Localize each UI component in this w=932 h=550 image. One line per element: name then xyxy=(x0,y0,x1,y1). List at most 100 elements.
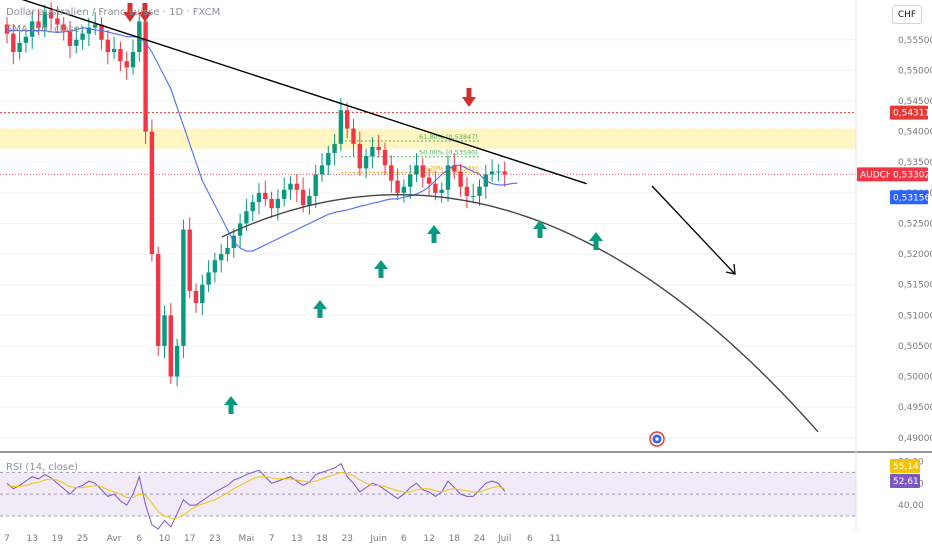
candle-body xyxy=(74,39,79,46)
price-tag-bg xyxy=(890,167,928,182)
candle-body xyxy=(458,171,463,187)
rsi-level-lines xyxy=(0,471,856,517)
time-tick-label: 18 xyxy=(449,534,461,544)
candle-body xyxy=(263,192,268,199)
candle-body xyxy=(174,345,180,377)
candle-body xyxy=(111,48,117,53)
price-tick-label: 0,54000 xyxy=(898,128,932,138)
currency-selector[interactable]: CHF xyxy=(892,5,922,24)
candle-body xyxy=(326,153,331,166)
candle-body xyxy=(389,165,394,181)
candle-body xyxy=(408,174,413,187)
candle-body xyxy=(307,195,312,206)
price-tick-label: 0,50000 xyxy=(898,373,932,383)
candle-body xyxy=(4,24,10,34)
price-tag-bg xyxy=(890,190,928,205)
up-arrow-marker xyxy=(224,396,238,405)
rsi-tag-bg xyxy=(890,474,920,488)
candle-body xyxy=(471,195,476,197)
rsi-tag-text: 55,14 xyxy=(893,462,919,472)
rsi-tag-bg xyxy=(890,459,920,473)
down-arrow-marker xyxy=(138,12,152,22)
time-tick-label: Juil xyxy=(497,534,511,544)
projection-arrow[interactable] xyxy=(651,185,736,275)
price-tick-label: 0,55500 xyxy=(898,36,932,46)
candle-body xyxy=(294,183,299,190)
candle-body xyxy=(401,186,407,193)
projected-arc[interactable] xyxy=(221,194,819,433)
price-tick-label: 0,52500 xyxy=(898,219,932,229)
time-tick-label: 12 xyxy=(423,534,434,544)
candle-body xyxy=(414,165,419,175)
resistance-zone xyxy=(0,128,856,149)
candle-body xyxy=(439,189,444,193)
candle-body xyxy=(477,186,482,196)
down-arrow-marker xyxy=(462,97,476,107)
candle-body xyxy=(244,211,249,224)
time-tick-label: 23 xyxy=(209,534,220,544)
symbol-title[interactable]: Dollar australien / Franc suisse · 1D · … xyxy=(6,7,220,18)
candle-body xyxy=(17,42,22,53)
time-tick-label: Mai xyxy=(239,534,255,544)
candle-body xyxy=(219,254,224,261)
candle-body xyxy=(376,146,381,150)
candle-body xyxy=(30,21,35,37)
candle-body xyxy=(193,290,199,304)
time-tick-label: 19 xyxy=(52,534,64,544)
price-axis[interactable]: 0,555000,550000,545000,540000,535000,530… xyxy=(898,36,932,444)
sma50-line xyxy=(7,26,518,252)
price-tick-label: 0,49500 xyxy=(898,403,932,413)
candle-body xyxy=(42,12,47,28)
up-arrow-marker xyxy=(533,220,547,229)
time-tick-label: 6 xyxy=(136,534,142,544)
candle-body xyxy=(137,21,142,53)
candle-body xyxy=(363,156,369,169)
price-gridlines xyxy=(0,39,856,439)
up-arrow-marker xyxy=(317,308,323,318)
bearish-markers xyxy=(123,3,476,107)
candle-body xyxy=(237,223,243,236)
price-tick-label: 0,49000 xyxy=(898,434,932,444)
candle-body xyxy=(502,171,507,175)
time-tick-label: 23 xyxy=(341,534,352,544)
price-tick-label: 0,50500 xyxy=(898,342,932,352)
candle-body xyxy=(143,21,148,132)
up-arrow-marker xyxy=(313,300,327,309)
candlestick-series xyxy=(4,2,507,387)
time-tick-label: 13 xyxy=(26,534,37,544)
candle-body xyxy=(99,24,104,40)
candle-body xyxy=(269,198,274,209)
candle-body xyxy=(200,284,205,304)
price-tick-label: 0,54500 xyxy=(898,97,932,107)
candle-body xyxy=(130,52,136,68)
time-tick-label: 6 xyxy=(527,534,533,544)
candle-body xyxy=(11,33,16,53)
calendar-event-icon[interactable] xyxy=(649,431,665,447)
up-arrow-marker xyxy=(431,233,437,243)
candle-body xyxy=(357,143,362,169)
fib-level-label: 50,00% (0,53590) xyxy=(419,149,478,157)
candle-body xyxy=(80,33,85,40)
fib-level-label: 61,80% (0,53847) xyxy=(419,133,478,141)
time-axis[interactable]: 7 13 19 25 Avr 6 10 17 23 Mai 7 13 18 23 Juin 6 12 18 24 Ju… xyxy=(4,534,561,544)
bullish-markers xyxy=(224,220,603,414)
candle-body xyxy=(370,146,375,157)
candle-body xyxy=(420,165,425,178)
sma-legend[interactable]: SMA (50, close) xyxy=(6,24,84,35)
descending-trendline[interactable] xyxy=(7,0,587,185)
up-arrow-marker xyxy=(593,240,599,250)
candle-body xyxy=(445,165,451,190)
up-arrow-marker xyxy=(589,232,603,241)
candle-body xyxy=(489,171,495,175)
rsi-signal-line xyxy=(6,471,505,519)
rsi-legend[interactable]: RSI (14, close) xyxy=(6,462,78,473)
down-arrow-marker xyxy=(466,88,472,98)
candle-body xyxy=(36,21,41,28)
candle-body xyxy=(187,229,192,291)
price-tag-bg xyxy=(857,167,891,182)
price-tag-bg xyxy=(890,105,928,120)
time-tick-label: 24 xyxy=(474,534,486,544)
time-tick-label: Juin xyxy=(369,534,387,544)
